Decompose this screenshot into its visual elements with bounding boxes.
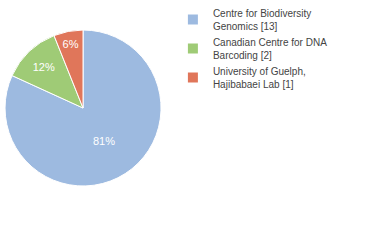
svg-text:Canadian Centre for DNABarcodi: Canadian Centre for DNABarcoding [2] xyxy=(213,37,327,61)
svg-text:6%: 6% xyxy=(63,38,79,50)
svg-text:81%: 81% xyxy=(93,135,115,147)
svg-text:Centre for BiodiversityGenomic: Centre for BiodiversityGenomics [13] xyxy=(213,8,311,32)
svg-text:12%: 12% xyxy=(33,61,55,73)
svg-text:University of Guelph,Hajibabae: University of Guelph,Hajibabaei Lab [1] xyxy=(213,66,306,90)
